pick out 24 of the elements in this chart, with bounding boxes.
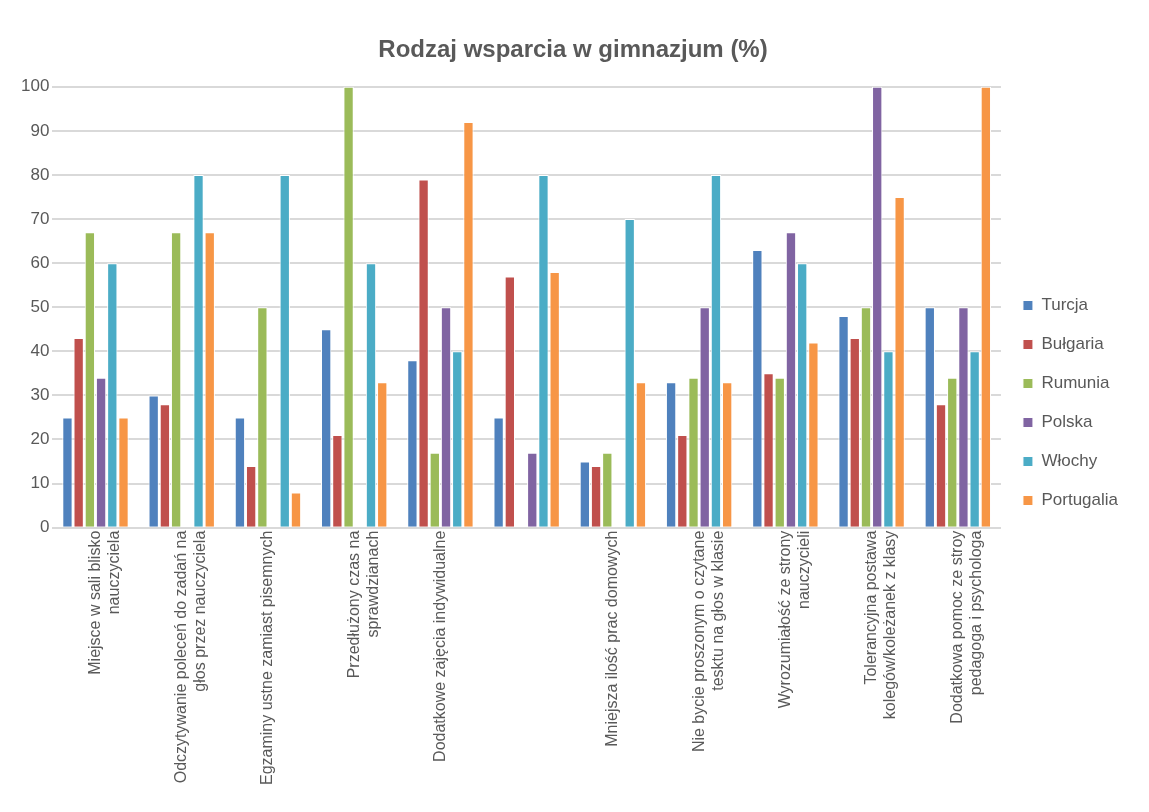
legend-label: Rumunia xyxy=(1041,373,1111,393)
legend-label: Portugalia xyxy=(1041,490,1119,510)
y-tick-label: 30 xyxy=(30,385,50,405)
legend-label: Bułgaria xyxy=(1041,334,1105,354)
legend-label: Turcja xyxy=(1041,295,1089,315)
y-tick-label: 80 xyxy=(30,164,50,184)
legend-label: Włochy xyxy=(1041,451,1098,471)
y-tick-label: 20 xyxy=(30,429,50,449)
y-tick-label: 40 xyxy=(30,341,50,361)
x-tick-label: Miejsce w sali blisko nauczyciela xyxy=(85,530,123,675)
x-tick-label: Mniejsza ilość prac domowych xyxy=(603,530,621,747)
y-tick-label: 0 xyxy=(39,517,50,537)
legend-label: Polska xyxy=(1041,412,1094,432)
y-tick-label: 70 xyxy=(30,208,50,228)
y-tick-label: 100 xyxy=(20,76,50,96)
x-tick-label: Przedłużony czas na sprawdzianach xyxy=(344,530,381,679)
y-tick-label: 90 xyxy=(30,120,50,140)
chart-title: Rodzaj wsparcia w gimnazjum (%) xyxy=(378,35,768,63)
x-tick-label: Nie bycie proszonym o czytane tesktu na głos w klasie xyxy=(689,530,726,753)
x-tick-label: Dodatkowe zajęcia indywidualne xyxy=(430,530,448,762)
y-tick-label: 10 xyxy=(30,473,50,493)
y-tick-label: 50 xyxy=(30,296,50,316)
y-tick-label: 60 xyxy=(30,252,50,272)
x-tick-label: Egzaminy ustne zamiast pisemnych xyxy=(258,530,276,785)
